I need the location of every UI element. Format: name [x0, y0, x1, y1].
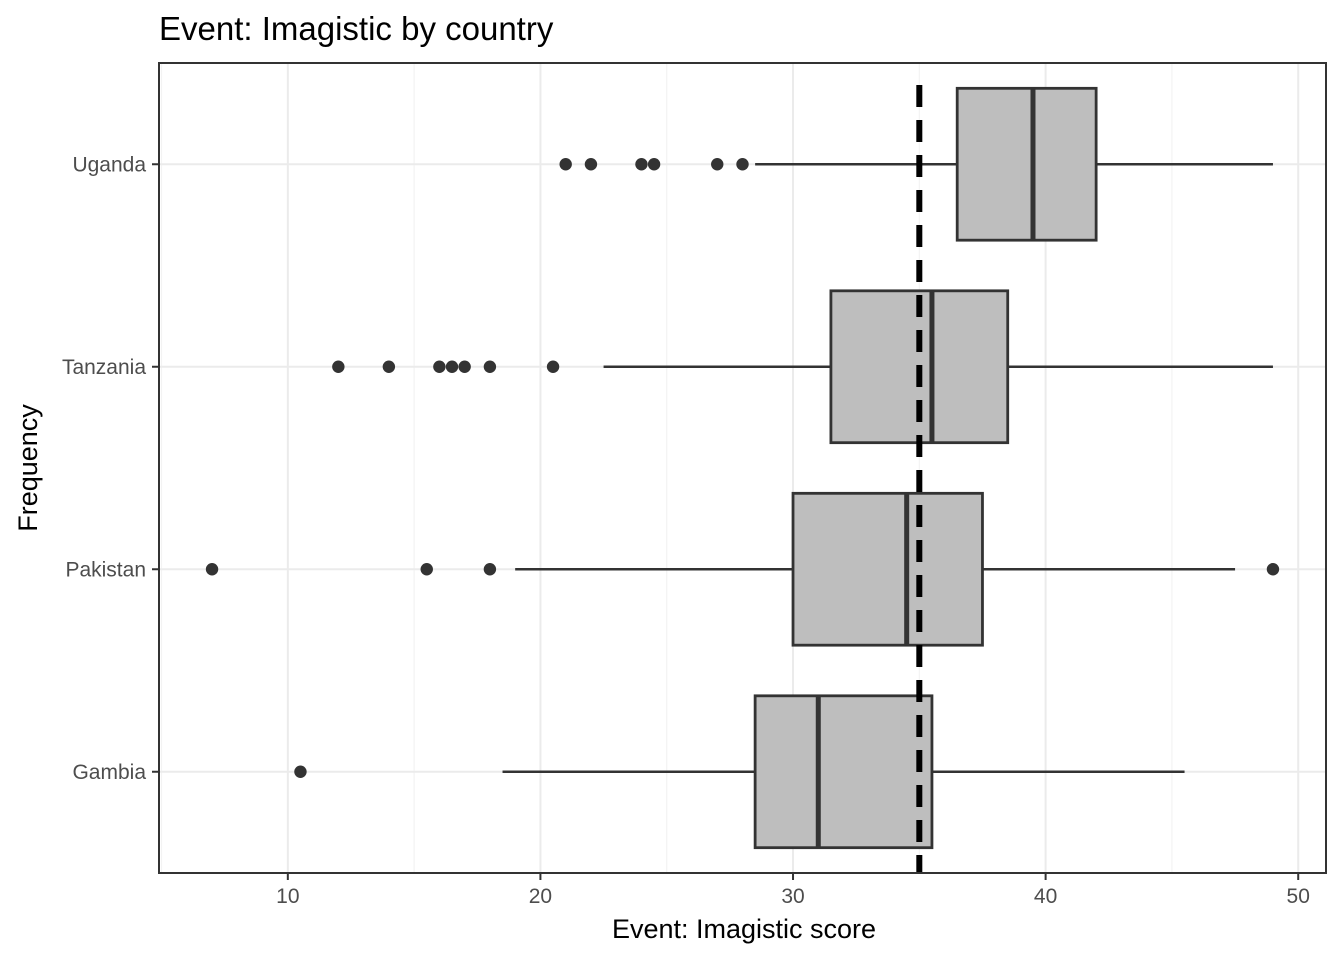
box-iqr — [955, 86, 1098, 242]
box-iqr — [791, 491, 984, 647]
outlier-point — [205, 563, 219, 576]
x-tick-label: 10 — [276, 885, 299, 908]
outlier-point — [483, 360, 497, 373]
outlier-point — [420, 563, 433, 576]
outlier-point — [458, 360, 471, 373]
outlier-point — [1266, 563, 1280, 576]
outlier-point — [382, 360, 396, 373]
plot-area: 10 20 30 40 50 Gambia Pakistan Tanzania Uganda — [62, 62, 1327, 908]
x-tick-label: 40 — [1034, 885, 1057, 908]
y-tick-label: Gambia — [72, 761, 146, 784]
x-tick-label: 20 — [529, 885, 552, 908]
y-tick-label: Pakistan — [65, 558, 146, 581]
outlier-point — [584, 158, 598, 171]
outlier-point — [559, 158, 572, 171]
outlier-point — [332, 360, 345, 373]
outlier-point — [433, 360, 446, 373]
chart-title: Event: Imagistic by country — [159, 10, 554, 47]
y-tick-label: Uganda — [72, 153, 146, 176]
outlier-point — [445, 360, 459, 373]
outlier-point — [635, 158, 648, 171]
outlier-point — [736, 158, 749, 171]
y-axis-title: Frequency — [13, 404, 43, 532]
outlier-point — [711, 158, 724, 171]
outlier-point — [546, 360, 560, 373]
outlier-point — [294, 765, 307, 778]
x-axis-title: Event: Imagistic score — [612, 914, 876, 944]
panel-border — [158, 62, 1327, 874]
x-tick-label: 50 — [1287, 885, 1310, 908]
box-iqr — [753, 694, 934, 850]
x-tick-label: 30 — [781, 885, 804, 908]
outlier-point — [483, 563, 497, 576]
y-tick-label: Tanzania — [62, 356, 146, 379]
outlier-point — [647, 158, 661, 171]
